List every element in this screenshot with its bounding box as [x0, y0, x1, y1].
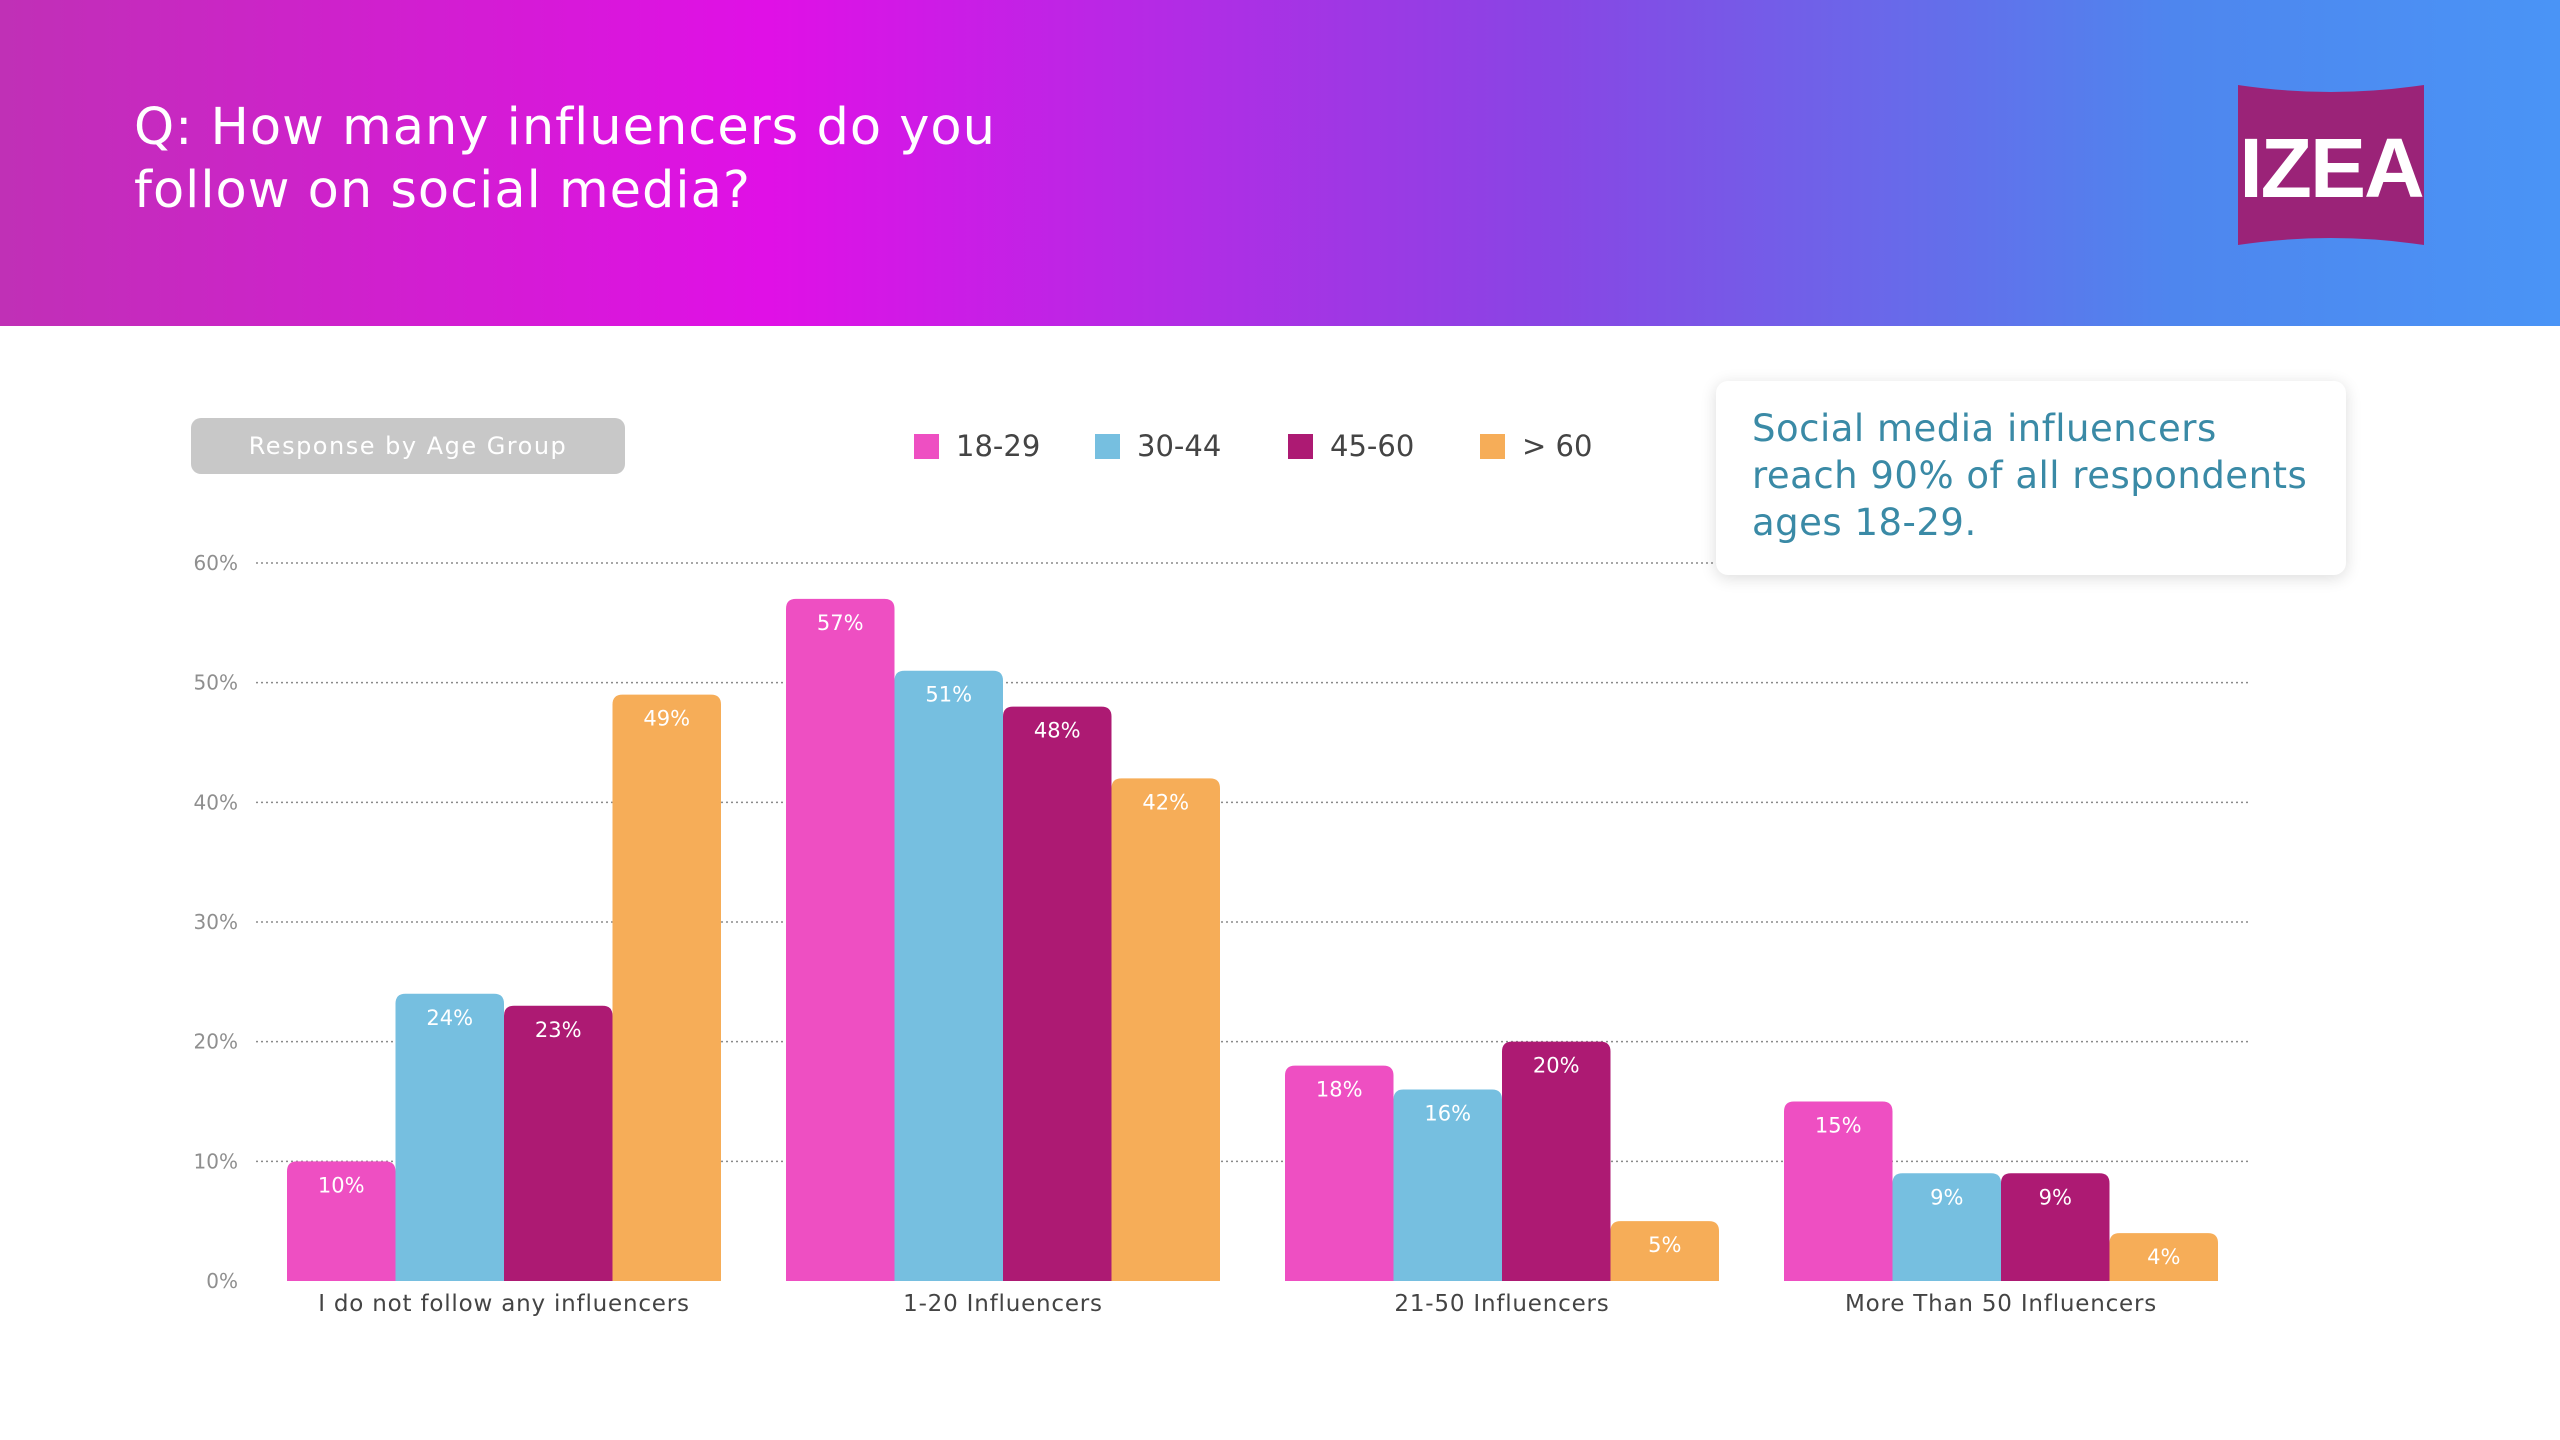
x-category-label: 21-50 Influencers [1394, 1291, 1609, 1317]
bar-value-label: 15% [1815, 1114, 1862, 1138]
izea-logo: IZEA [2238, 85, 2424, 245]
legend-swatch [1095, 433, 1120, 459]
y-tick-label: 0% [206, 1269, 238, 1293]
bar [786, 598, 895, 1281]
bar-value-label: 5% [1648, 1233, 1681, 1257]
y-tick-label: 10% [194, 1149, 238, 1173]
bar [1111, 778, 1220, 1281]
header-banner: Q: How many influencers do you follow on… [0, 0, 2560, 326]
bar-value-label: 24% [426, 1006, 473, 1030]
bar [1502, 1041, 1611, 1281]
callout-text: Social media influencers reach 90% of al… [1752, 407, 2308, 544]
svg-text:IZEA: IZEA [2239, 121, 2423, 215]
legend-item-30-44: 30-44 [1095, 429, 1221, 463]
bar-value-label: 9% [2039, 1185, 2072, 1209]
page-title: Q: How many influencers do you follow on… [134, 98, 996, 220]
legend-item-over-60: > 60 [1480, 429, 1592, 463]
bar [2109, 1233, 2218, 1281]
bar [395, 993, 504, 1281]
bar-value-label: 9% [1930, 1185, 1963, 1209]
legend-swatch [1480, 433, 1505, 459]
bar [1784, 1101, 1893, 1281]
legend-label: 18-29 [956, 429, 1041, 463]
y-tick-label: 20% [194, 1030, 238, 1054]
insight-callout: Social media influencers reach 90% of al… [1716, 381, 2346, 575]
bar [504, 1005, 613, 1281]
x-category-label: More Than 50 Influencers [1845, 1291, 2157, 1317]
y-tick-label: 50% [194, 671, 238, 695]
y-tick-label: 40% [194, 790, 238, 814]
legend-label: > 60 [1522, 429, 1593, 463]
bar-value-label: 42% [1142, 790, 1189, 814]
bar-value-label: 18% [1316, 1078, 1363, 1102]
bar [1003, 706, 1112, 1281]
bar-value-label: 20% [1533, 1054, 1580, 1078]
legend-label: 30-44 [1137, 429, 1222, 463]
x-category-label: 1-20 Influencers [903, 1291, 1103, 1317]
response-by-age-group-button[interactable]: Response by Age Group [191, 418, 625, 474]
legend-swatch [1288, 433, 1313, 459]
bar [1892, 1173, 2001, 1281]
bar [287, 1161, 396, 1281]
x-category-label: I do not follow any influencers [318, 1291, 690, 1317]
legend-swatch [914, 433, 939, 459]
bar-value-label: 16% [1424, 1102, 1471, 1126]
bar-value-label: 57% [817, 611, 864, 635]
bar [612, 694, 721, 1281]
bar-value-label: 51% [925, 683, 972, 707]
bar-value-label: 4% [2147, 1245, 2180, 1269]
bar-value-label: 48% [1034, 719, 1081, 743]
y-tick-label: 60% [194, 551, 238, 575]
bar [1610, 1221, 1719, 1281]
bar-value-label: 23% [535, 1018, 582, 1042]
y-tick-label: 30% [194, 910, 238, 934]
bar [1393, 1089, 1502, 1281]
legend-label: 45-60 [1330, 429, 1415, 463]
legend-item-18-29: 18-29 [914, 429, 1040, 463]
legend-item-45-60: 45-60 [1288, 429, 1414, 463]
bar-value-label: 10% [318, 1173, 365, 1197]
bar [2001, 1173, 2110, 1281]
bar [894, 670, 1003, 1281]
bar [1285, 1065, 1394, 1281]
bar-value-label: 49% [643, 707, 690, 731]
